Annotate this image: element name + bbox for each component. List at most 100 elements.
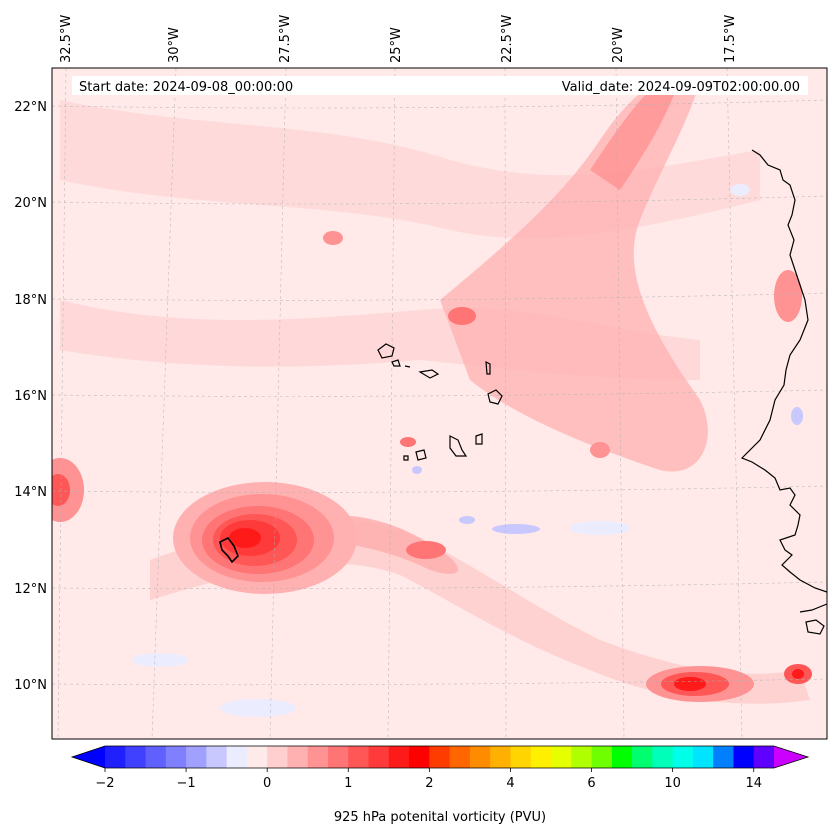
colorbar-tick-label: −1 xyxy=(177,776,196,791)
colorbar-cell xyxy=(409,746,430,768)
lon-label: 17.5°W xyxy=(723,15,738,63)
colorbar-cell xyxy=(551,746,572,768)
coast-segment xyxy=(805,619,825,635)
pv-negative-patch xyxy=(132,653,188,667)
island-sal xyxy=(485,360,491,375)
pv-vortex-southeast xyxy=(646,664,812,702)
colorbar-cell xyxy=(611,746,633,768)
pv-spot xyxy=(448,307,476,325)
pv-vortex xyxy=(173,482,357,594)
colorbar-cell xyxy=(713,746,734,768)
pv-plume-core xyxy=(590,90,675,190)
colorbar-cell xyxy=(246,746,268,768)
colorbar-cell xyxy=(571,746,593,768)
colorbar-tick-label: 0 xyxy=(263,776,271,791)
colorbar-cell xyxy=(307,746,329,768)
colorbar-cell xyxy=(368,746,390,768)
map-panel: Start date: 2024-09-08_00:00:00 Valid_da… xyxy=(52,68,827,739)
colorbar-cell xyxy=(672,746,694,768)
colorbar-cell xyxy=(449,746,471,768)
colorbar-cell xyxy=(206,746,228,768)
island-sao-nicolau xyxy=(418,369,440,379)
pv-spot xyxy=(400,437,416,447)
coastline xyxy=(740,149,827,635)
colorbar-tick-label: 1 xyxy=(344,776,352,791)
island-brava xyxy=(403,455,409,461)
colorbar-cell xyxy=(267,746,288,768)
colorbar-cell xyxy=(490,746,511,768)
latitude-labels: 22°N 20°N 18°N 16°N 14°N 12°N 10°N xyxy=(14,100,47,693)
lon-label: 32.5°W xyxy=(59,15,74,63)
pv-negative-patch xyxy=(220,699,296,717)
pv-negative-patch xyxy=(730,184,750,196)
cape-verde-islands xyxy=(377,343,503,461)
valid-date: Valid_date: 2024-09-09T02:00:00.00 xyxy=(562,80,800,95)
colorbar-over-arrow xyxy=(774,746,808,768)
colorbar-tick-label: 2 xyxy=(425,776,433,791)
colorbar-tick-label: 6 xyxy=(587,776,595,791)
island-fogo xyxy=(415,449,427,461)
lat-label: 18°N xyxy=(14,293,47,308)
colorbar-tick-label: 4 xyxy=(506,776,514,791)
colorbar-cell xyxy=(753,746,775,768)
lon-label: 27.5°W xyxy=(278,15,293,63)
colorbar-cells xyxy=(105,746,775,768)
colorbar-cell xyxy=(530,746,552,768)
colorbar-under-arrow xyxy=(72,746,105,768)
longitude-labels: 32.5°W 30°W 27.5°W 25°W 22.5°W 20°W 17.5… xyxy=(59,15,738,63)
africa-coast xyxy=(740,149,827,593)
colorbar-ticks: −2 −1 0 1 2 4 6 10 14 xyxy=(95,768,762,791)
colorbar-cell xyxy=(105,746,126,768)
island-sao-vicente xyxy=(391,359,401,367)
lon-label: 30°W xyxy=(167,27,182,63)
colorbar-tick-label: −2 xyxy=(95,776,114,791)
colorbar-cell xyxy=(186,746,207,768)
colorbar-tick-label: 10 xyxy=(664,776,681,791)
colorbar-cell xyxy=(652,746,674,768)
pv-blob-west-core xyxy=(52,474,70,506)
lon-label: 25°W xyxy=(389,27,404,63)
colorbar-tick-label: 14 xyxy=(745,776,762,791)
pv-band-trail xyxy=(150,520,810,704)
lat-label: 12°N xyxy=(14,582,47,597)
colorbar-cell xyxy=(145,746,167,768)
lat-label: 20°N xyxy=(14,196,47,211)
colorbar-cell xyxy=(469,746,491,768)
colorbar-cell xyxy=(632,746,653,768)
pv-negative-patch xyxy=(570,521,630,535)
pv-negative-patch xyxy=(791,407,803,425)
colorbar-cell xyxy=(287,746,309,768)
pv-negative-patch xyxy=(459,516,475,524)
colorbar: −2 −1 0 1 2 4 6 10 14 925 hPa potenital vorticit… xyxy=(70,745,810,825)
colorbar-cell xyxy=(510,746,532,768)
pv-spot xyxy=(774,270,802,322)
colorbar-cell xyxy=(328,746,349,768)
colorbar-cell xyxy=(692,746,714,768)
colorbar-cell xyxy=(226,746,248,768)
colorbar-cell xyxy=(429,746,451,768)
lon-label: 22.5°W xyxy=(500,15,515,63)
colorbar-cell xyxy=(125,746,147,768)
island-santiago xyxy=(449,435,468,457)
lon-label: 20°W xyxy=(611,27,626,63)
pv-negative-patch xyxy=(412,466,422,474)
colorbar-cell xyxy=(165,746,187,768)
pv-negative-patch xyxy=(492,524,540,534)
island-santa-luzia xyxy=(404,365,411,368)
colorbar-cell xyxy=(733,746,755,768)
island-boa-vista xyxy=(487,389,503,405)
pv-plume-northeast xyxy=(440,80,708,472)
pv-field xyxy=(52,80,812,717)
pv-spot xyxy=(406,541,446,559)
start-date: Start date: 2024-09-08_00:00:00 xyxy=(79,80,293,95)
island-maio xyxy=(475,433,483,445)
coast-segment xyxy=(799,603,827,613)
colorbar-cell xyxy=(388,746,410,768)
pv-spot xyxy=(323,231,343,245)
vortex-island-outline xyxy=(219,536,239,564)
lat-label: 10°N xyxy=(14,678,47,693)
colorbar-cell xyxy=(591,746,613,768)
date-info-bar xyxy=(72,76,808,95)
pv-spot xyxy=(590,442,610,458)
